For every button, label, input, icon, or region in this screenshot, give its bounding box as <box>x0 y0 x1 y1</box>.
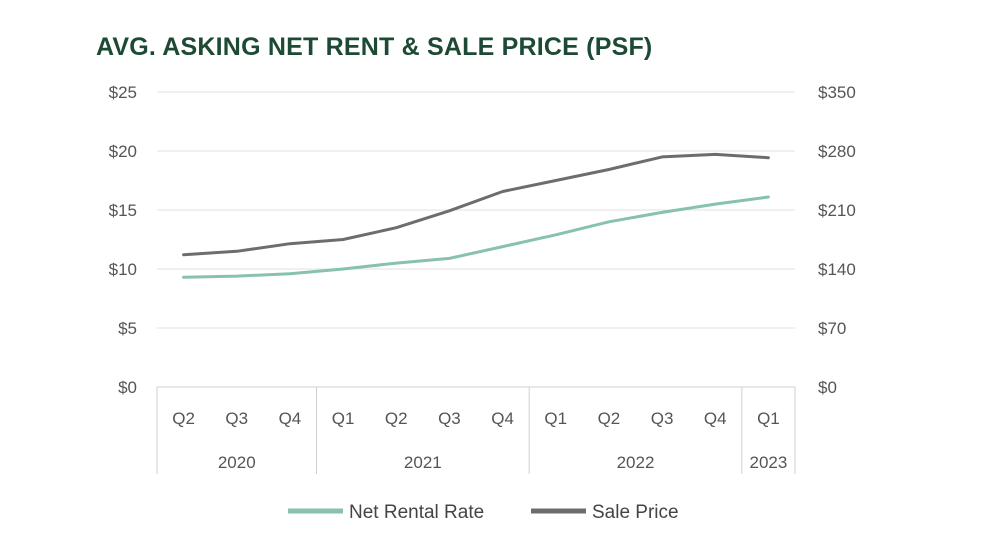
series-lines <box>182 152 770 279</box>
x-tick-label: Q3 <box>225 409 248 428</box>
left-tick-label: $10 <box>109 260 137 279</box>
x-tick-label: Q1 <box>757 409 780 428</box>
legend-label: Net Rental Rate <box>349 502 484 523</box>
year-group-label: 2020 <box>218 453 256 472</box>
x-tick-label: Q4 <box>704 409 727 428</box>
x-tick-label: Q2 <box>172 409 195 428</box>
right-tick-label: $210 <box>818 201 856 220</box>
x-tick-label: Q1 <box>544 409 567 428</box>
left-tick-label: $0 <box>118 378 137 397</box>
x-axis: Q2 Q3 Q4 Q1 Q2 Q3 Q4 Q1 Q2 Q3 Q4 Q1 2020 2021 2022 2023 <box>156 387 796 474</box>
x-tick-label: Q2 <box>598 409 621 428</box>
right-tick-label: $0 <box>818 378 837 397</box>
legend: Net Rental Rate Sale Price <box>288 502 679 523</box>
x-tick-label: Q4 <box>491 409 514 428</box>
year-group-label: 2023 <box>750 453 788 472</box>
x-tick-label: Q1 <box>332 409 355 428</box>
gridlines <box>157 91 795 388</box>
year-group-label: 2021 <box>404 453 442 472</box>
left-tick-label: $25 <box>109 83 137 102</box>
legend-label: Sale Price <box>592 502 679 523</box>
x-tick-label: Q3 <box>438 409 461 428</box>
right-axis-ticks: $0 $70 $140 $210 $280 $350 <box>818 83 856 397</box>
x-tick-label: Q3 <box>651 409 674 428</box>
x-tick-label: Q4 <box>279 409 302 428</box>
left-axis-ticks: $0 $5 $10 $15 $20 $25 <box>109 83 137 397</box>
chart-title: AVG. ASKING NET RENT & SALE PRICE (PSF) <box>96 33 653 61</box>
left-tick-label: $20 <box>109 142 137 161</box>
x-tick-label: Q2 <box>385 409 408 428</box>
left-tick-label: $5 <box>118 319 137 338</box>
net-rental-rate-line <box>182 195 770 279</box>
right-tick-label: $280 <box>818 142 856 161</box>
right-tick-label: $350 <box>818 83 856 102</box>
left-tick-label: $15 <box>109 201 137 220</box>
right-tick-label: $70 <box>818 319 846 338</box>
sale-price-line <box>182 152 770 257</box>
right-tick-label: $140 <box>818 260 856 279</box>
year-group-label: 2022 <box>617 453 655 472</box>
